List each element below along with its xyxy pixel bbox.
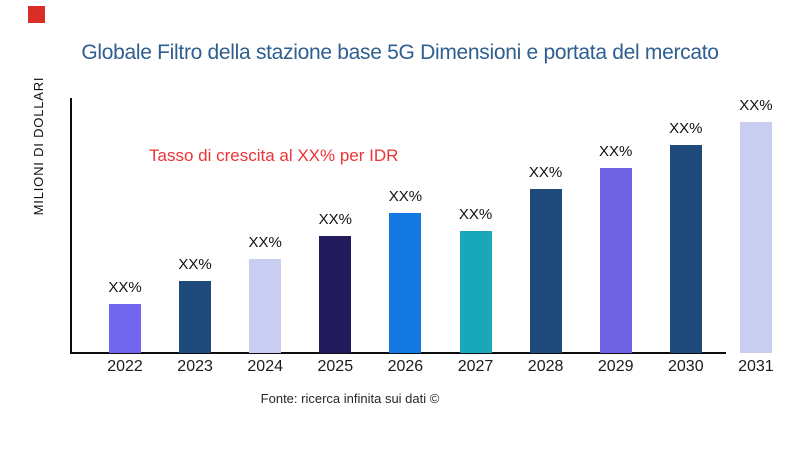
x-axis-line <box>70 352 726 354</box>
bar-value-label-2031: XX% <box>739 97 773 114</box>
x-tick-2028: 2028 <box>527 358 564 375</box>
bar-value-label-2030: XX% <box>669 120 703 137</box>
chart-title: Globale Filtro della stazione base 5G Di… <box>81 41 719 64</box>
bar-2029 <box>599 168 632 353</box>
bar-value-label-2024: XX% <box>248 234 282 251</box>
bar-2024 <box>249 259 282 353</box>
x-tick-2025: 2025 <box>317 358 354 375</box>
x-tick-2024: 2024 <box>247 358 283 375</box>
bar-2031 <box>739 122 772 353</box>
brand-logo-square <box>28 6 45 23</box>
x-tick-2030: 2030 <box>668 358 704 375</box>
bar-2030 <box>669 145 702 353</box>
bar-2023 <box>179 281 212 353</box>
bar-value-label-2027: XX% <box>458 206 493 223</box>
bar-2026 <box>389 213 422 353</box>
bar-value-label-2025: XX% <box>318 211 352 228</box>
bar-value-label-2022: XX% <box>108 279 142 296</box>
x-tick-2027: 2027 <box>457 358 494 375</box>
source-footer: Fonte: ricerca infinita sui dati © <box>260 391 440 406</box>
bar-2022 <box>109 304 141 353</box>
x-tick-2029: 2029 <box>597 358 634 375</box>
y-axis-line <box>70 98 72 354</box>
bar-value-label-2026: XX% <box>388 188 423 205</box>
bar-value-label-2023: XX% <box>178 256 212 273</box>
bar-2027 <box>459 231 492 353</box>
x-tick-2031: 2031 <box>738 358 774 375</box>
bar-value-label-2028: XX% <box>528 164 563 181</box>
bar-value-label-2029: XX% <box>599 143 633 160</box>
bar-2028 <box>529 189 562 353</box>
growth-rate-annotation: Tasso di crescita al XX% per IDR <box>149 146 399 165</box>
x-tick-2023: 2023 <box>177 358 213 375</box>
x-tick-2026: 2026 <box>387 358 424 375</box>
x-tick-2022: 2022 <box>107 358 143 375</box>
bar-2025 <box>319 236 352 353</box>
